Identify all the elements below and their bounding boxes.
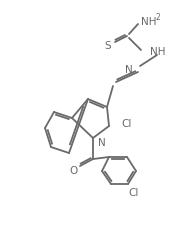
Text: NH: NH bbox=[150, 47, 166, 57]
Text: 2: 2 bbox=[155, 13, 160, 23]
Text: Cl: Cl bbox=[121, 119, 131, 129]
Text: O: O bbox=[69, 166, 77, 176]
Text: N: N bbox=[98, 138, 106, 148]
Text: NH: NH bbox=[141, 17, 157, 27]
Text: S: S bbox=[105, 41, 111, 51]
Text: Cl: Cl bbox=[129, 188, 139, 198]
Text: N: N bbox=[125, 65, 133, 75]
